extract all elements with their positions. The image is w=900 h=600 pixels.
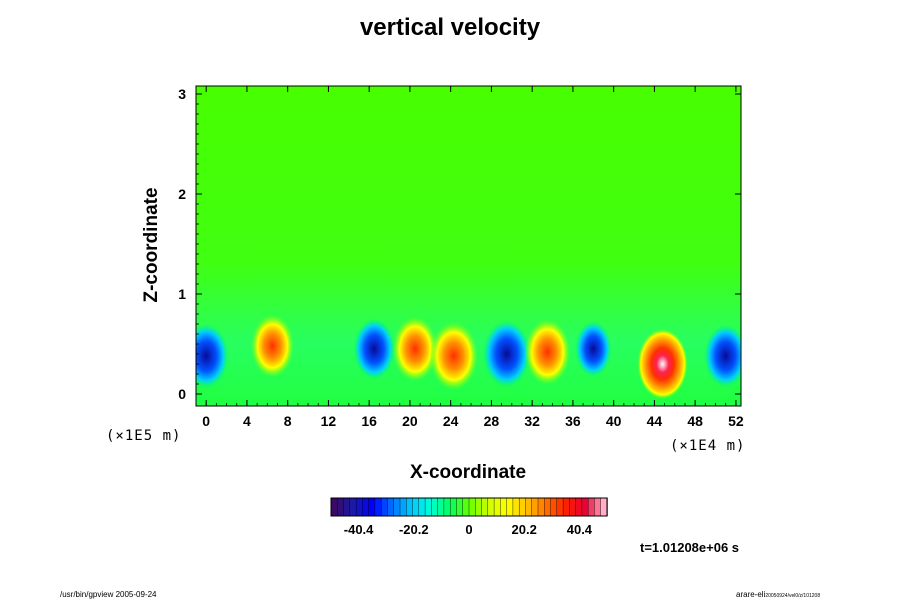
heatmap-cell-1: [250, 314, 294, 378]
plot-frame: [195, 85, 742, 407]
heatmap-cell-9: [703, 324, 741, 388]
x-tick-label-9: 36: [565, 413, 581, 429]
colorbar-swatch-12: [406, 497, 414, 517]
colorbar-swatch-9: [387, 497, 395, 517]
colorbar-swatch-36: [556, 497, 564, 517]
heatmap-cell-7: [574, 320, 612, 378]
colorbar-swatch-30: [518, 497, 527, 517]
x-tick-label-8: 32: [524, 413, 540, 429]
colorbar-swatch-0: [330, 497, 338, 517]
x-tick-label-2: 8: [284, 413, 292, 429]
heatmap-cell-3: [392, 316, 438, 382]
y-axis-label: Z-coordinate: [141, 187, 162, 302]
footer-right: arare-eli20050924/vel0/z/101208: [736, 590, 820, 599]
x-tick-label-11: 44: [647, 413, 663, 429]
colorbar-swatch-28: [506, 497, 514, 517]
colorbar-swatch-6: [368, 497, 376, 517]
colorbar-swatch-2: [343, 497, 351, 517]
y-tick-label-3: 3: [178, 86, 186, 102]
colorbar-tick-label-2: 0: [465, 522, 472, 537]
colorbar-swatch-16: [431, 497, 439, 517]
colorbar-swatch-33: [537, 497, 545, 517]
colorbar-swatch-14: [418, 497, 426, 517]
chart-title: vertical velocity: [359, 14, 541, 41]
colorbar-swatch-27: [500, 497, 508, 517]
heatmap-cell-6: [524, 319, 571, 385]
colorbar-swatch-35: [550, 497, 558, 517]
colorbar-swatch-37: [562, 497, 571, 517]
colorbar-swatch-22: [468, 497, 476, 517]
heatmap-cell-0: [196, 323, 229, 389]
colorbar-swatch-23: [475, 497, 483, 517]
colorbar-swatch-3: [349, 497, 357, 517]
colorbar-tick-label-1: -20.2: [399, 522, 429, 537]
x-tick-label-6: 24: [443, 413, 459, 429]
x-tick-label-10: 40: [606, 413, 622, 429]
x-tick-label-5: 20: [402, 413, 418, 429]
colorbar-tick-label-4: 40.4: [567, 522, 593, 537]
heatmap-cell-4: [429, 321, 478, 391]
heatmap-cell-5: [482, 319, 531, 389]
y-tick-label-1: 1: [178, 286, 186, 302]
colorbar-swatch-40: [581, 497, 589, 517]
colorbar-tick-label-0: -40.4: [344, 522, 374, 537]
colorbar-swatch-43: [600, 497, 608, 517]
colorbar-tick-label-3: 20.2: [512, 522, 537, 537]
y-axis: 0 1 2 3: [178, 86, 741, 402]
x-scale-label: (×1E4 m): [670, 438, 745, 454]
y-tick-label-2: 2: [178, 186, 186, 202]
plot-area: [195, 85, 742, 407]
colorbar-swatch-39: [575, 497, 583, 517]
x-tick-label-3: 12: [321, 413, 337, 429]
y-tick-label-0: 0: [178, 386, 186, 402]
colorbar-swatch-15: [424, 497, 433, 517]
x-tick-label-13: 52: [728, 413, 744, 429]
colorbar-swatch-20: [456, 497, 464, 517]
x-axis: 0 4 8 12 16 20 24 28 32 36 40 44 48 52: [195, 86, 744, 429]
colorbar-swatch-7: [374, 497, 382, 517]
colorbar-swatch-1: [337, 497, 345, 517]
footer-right-small: 20050924/vel0/z/101208: [765, 593, 821, 599]
colorbar-swatch-10: [393, 497, 401, 517]
colorbar-swatch-8: [380, 497, 389, 517]
time-label: t=1.01208e+06 s: [640, 540, 740, 555]
colorbar-swatch-4: [355, 497, 364, 517]
x-tick-label-1: 4: [243, 413, 251, 429]
heatmap-cells: [196, 314, 741, 399]
colorbar-swatch-34: [544, 497, 552, 517]
x-axis-label: X-coordinate: [410, 462, 526, 483]
footer-right-main: arare-eli: [736, 590, 766, 599]
colorbar-swatch-19: [449, 497, 458, 517]
colorbar-swatch-42: [594, 497, 602, 517]
colorbar-swatch-29: [512, 497, 520, 517]
colorbar-swatch-5: [362, 497, 370, 517]
colorbar-swatch-24: [481, 497, 489, 517]
x-tick-label-4: 16: [361, 413, 377, 429]
colorbar: -40.4 -20.2 0 20.2 40.4: [330, 497, 608, 537]
colorbar-swatch-18: [443, 497, 451, 517]
x-tick-label-12: 48: [687, 413, 703, 429]
colorbar-swatch-11: [399, 497, 407, 517]
colorbar-swatch-21: [462, 497, 470, 517]
colorbar-swatch-32: [531, 497, 539, 517]
x-tick-label-7: 28: [484, 413, 500, 429]
colorbar-swatch-41: [587, 497, 596, 517]
colorbar-swatch-17: [437, 497, 445, 517]
heatmap-cell-2: [353, 317, 396, 381]
colorbar-swatch-31: [525, 497, 533, 517]
colorbar-swatch-26: [493, 497, 502, 517]
heatmap-cell-8: [637, 329, 688, 399]
colorbar-swatch-38: [569, 497, 577, 517]
footer-left: /usr/bin/gpview 2005-09-24: [60, 590, 157, 599]
colorbar-frame: [330, 497, 608, 517]
x-tick-label-0: 0: [202, 413, 210, 429]
colorbar-swatch-25: [487, 497, 495, 517]
y-scale-label: (×1E5 m): [106, 428, 181, 444]
colorbar-swatch-13: [412, 497, 420, 517]
